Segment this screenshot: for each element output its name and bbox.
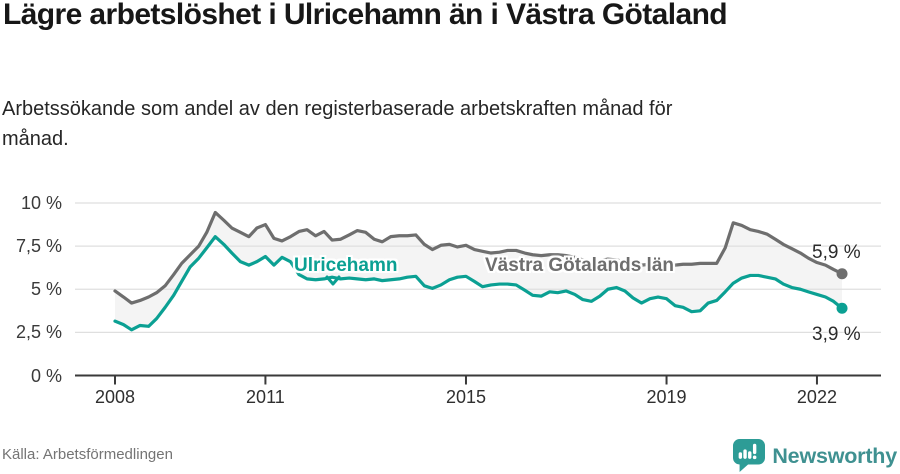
fill-between-area <box>115 212 843 330</box>
series-line-vastra-gotalands-lan <box>113 210 844 305</box>
y-tick-label: 2,5 % <box>15 322 62 343</box>
y-tick-label: 0 % <box>30 365 62 386</box>
x-tick-label: 2011 <box>246 387 285 407</box>
end-dot-ulricehamn <box>836 302 848 314</box>
x-tick-label: 2008 <box>94 387 136 407</box>
newsworthy-wordmark: Newsworthy <box>772 444 897 468</box>
end-dot-vastra-gotalands-lan <box>836 268 848 280</box>
y-tick-label: 7,5 % <box>15 236 62 257</box>
end-value-label-ulricehamn: 3,9 % <box>812 324 861 345</box>
x-tick-label: 2015 <box>445 387 486 407</box>
source-attribution: Källa: Arbetsförmedlingen <box>2 446 173 463</box>
newsworthy-brand: Newsworthy <box>733 439 897 473</box>
y-tick-label: 10 % <box>20 193 62 213</box>
page-title: Lägre arbetslöshet i Ulricehamn än i Väs… <box>3 0 728 31</box>
x-tick-label: 2022 <box>796 387 837 407</box>
label-pointer-chevron-icon <box>325 275 341 286</box>
newsworthy-logo-icon <box>733 439 766 472</box>
y-tick-label: 5 % <box>30 279 62 300</box>
end-value-label-vastra: 5,9 % <box>812 242 861 263</box>
chart-subtitle: Arbetssökande som andel av den registerb… <box>2 98 673 150</box>
series-label-ulricehamn: Ulricehamn <box>294 255 398 276</box>
series-line-ulricehamn <box>113 235 844 332</box>
x-tick-label: 2019 <box>646 387 687 407</box>
series-label-vastra-gotalands-lan: Västra Götalands län <box>485 255 675 276</box>
